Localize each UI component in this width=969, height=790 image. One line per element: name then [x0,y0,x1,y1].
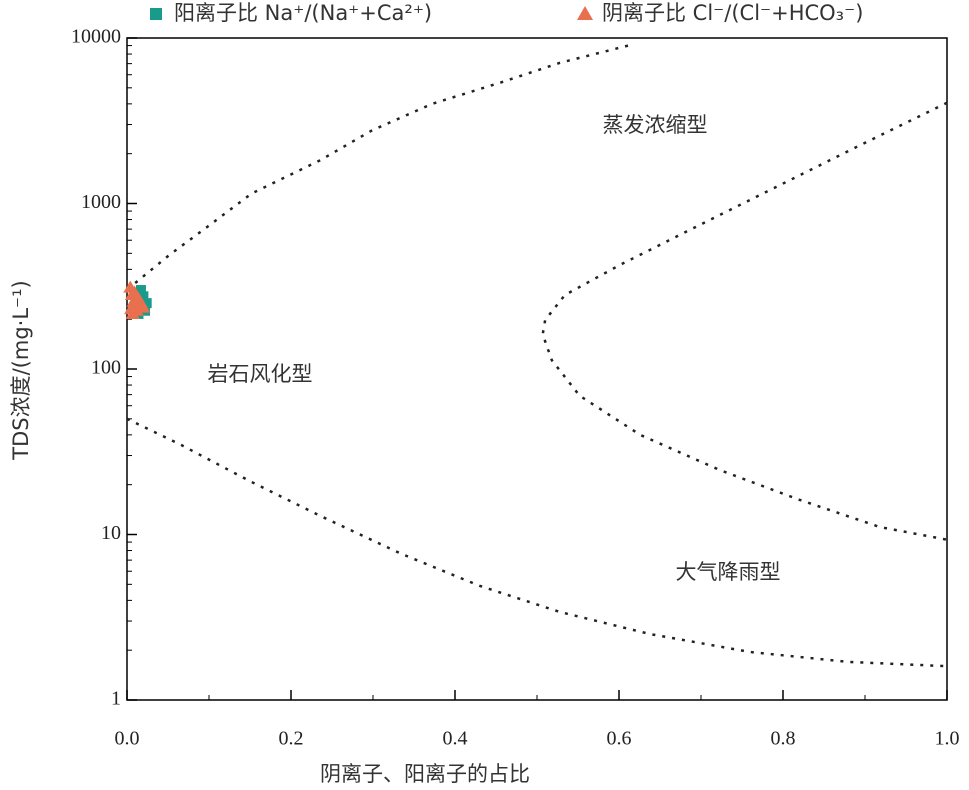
region-label: 蒸发浓缩型 [603,113,708,137]
legend-label: 阳离子比 Na⁺/(Na⁺+Ca²⁺) [174,1,432,25]
boundary-curve [541,101,948,541]
legend-marker [150,8,162,20]
point [135,285,146,296]
region-label: 岩石风化型 [208,362,313,386]
y-tick-label: 1 [111,688,121,710]
point [130,290,145,303]
boundary-curve [126,417,948,668]
x-tick-label: 0.4 [443,728,468,750]
y-tick-label: 100 [91,357,121,379]
point [125,306,140,319]
x-tick-label: 1.0 [935,728,960,750]
legend-label: 阴离子比 Cl⁻/(Cl⁻+HCO₃⁻) [602,1,863,25]
y-tick-label: 1000 [81,191,121,213]
boundary-curve [134,43,633,284]
x-tick-label: 0.8 [771,728,796,750]
legend-marker [577,6,593,20]
region-label: 大气降雨型 [676,560,781,584]
y-axis-label: TDS浓度/(mg·L⁻¹) [9,280,33,460]
x-axis-label: 阴离子、阳离子的占比 [320,762,530,786]
x-tick-label: 0.6 [607,728,632,750]
y-tick-label: 10 [101,522,121,544]
y-tick-label: 10000 [71,26,121,48]
x-tick-label: 0.0 [115,728,140,750]
x-tick-label: 0.2 [279,728,304,750]
point [136,300,151,313]
